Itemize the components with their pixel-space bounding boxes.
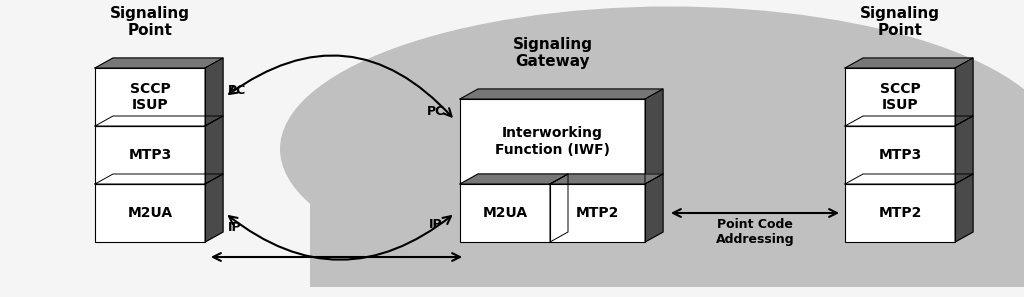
Bar — [0, 0, 240, 297]
Text: IP: IP — [228, 221, 242, 234]
Bar — [845, 68, 955, 126]
Polygon shape — [205, 58, 223, 126]
Polygon shape — [645, 89, 663, 184]
Polygon shape — [460, 89, 663, 99]
Text: SS7
Signaling
Point: SS7 Signaling Point — [860, 0, 940, 38]
Polygon shape — [205, 116, 223, 184]
Bar — [310, 177, 1024, 297]
Text: M2UA: M2UA — [127, 206, 173, 220]
Bar — [95, 184, 205, 242]
Bar — [95, 68, 205, 126]
Polygon shape — [955, 174, 973, 242]
Polygon shape — [955, 116, 973, 184]
Polygon shape — [95, 116, 223, 126]
Polygon shape — [205, 174, 223, 242]
Bar — [550, 184, 645, 242]
Polygon shape — [95, 58, 223, 68]
Bar — [95, 126, 205, 184]
Polygon shape — [845, 174, 973, 184]
Bar — [845, 126, 955, 184]
Text: MTP3: MTP3 — [128, 148, 172, 162]
Polygon shape — [550, 174, 568, 242]
Text: M2UA: M2UA — [482, 206, 527, 220]
Text: SCCP
ISUP: SCCP ISUP — [880, 82, 921, 112]
Polygon shape — [955, 58, 973, 126]
Text: MTP2: MTP2 — [879, 206, 922, 220]
Text: IP
Signaling
Point: IP Signaling Point — [110, 0, 190, 38]
Text: Signaling
Gateway: Signaling Gateway — [512, 37, 593, 69]
Polygon shape — [460, 174, 568, 184]
Text: SCCP
ISUP: SCCP ISUP — [130, 82, 170, 112]
Bar — [460, 99, 645, 184]
Polygon shape — [645, 174, 663, 242]
Text: Point Code
Addressing: Point Code Addressing — [716, 218, 795, 246]
Ellipse shape — [280, 7, 1024, 291]
Bar — [460, 184, 550, 242]
Polygon shape — [845, 116, 973, 126]
Polygon shape — [845, 58, 973, 68]
Text: MTP2: MTP2 — [575, 206, 620, 220]
Polygon shape — [550, 174, 663, 184]
Text: IP: IP — [429, 218, 442, 231]
Text: Interworking
Function (IWF): Interworking Function (IWF) — [495, 127, 610, 157]
Text: MTP3: MTP3 — [879, 148, 922, 162]
Bar — [845, 184, 955, 242]
Bar — [0, 287, 1024, 297]
Polygon shape — [95, 174, 223, 184]
Text: PC: PC — [427, 105, 445, 118]
Text: PC: PC — [228, 84, 246, 97]
